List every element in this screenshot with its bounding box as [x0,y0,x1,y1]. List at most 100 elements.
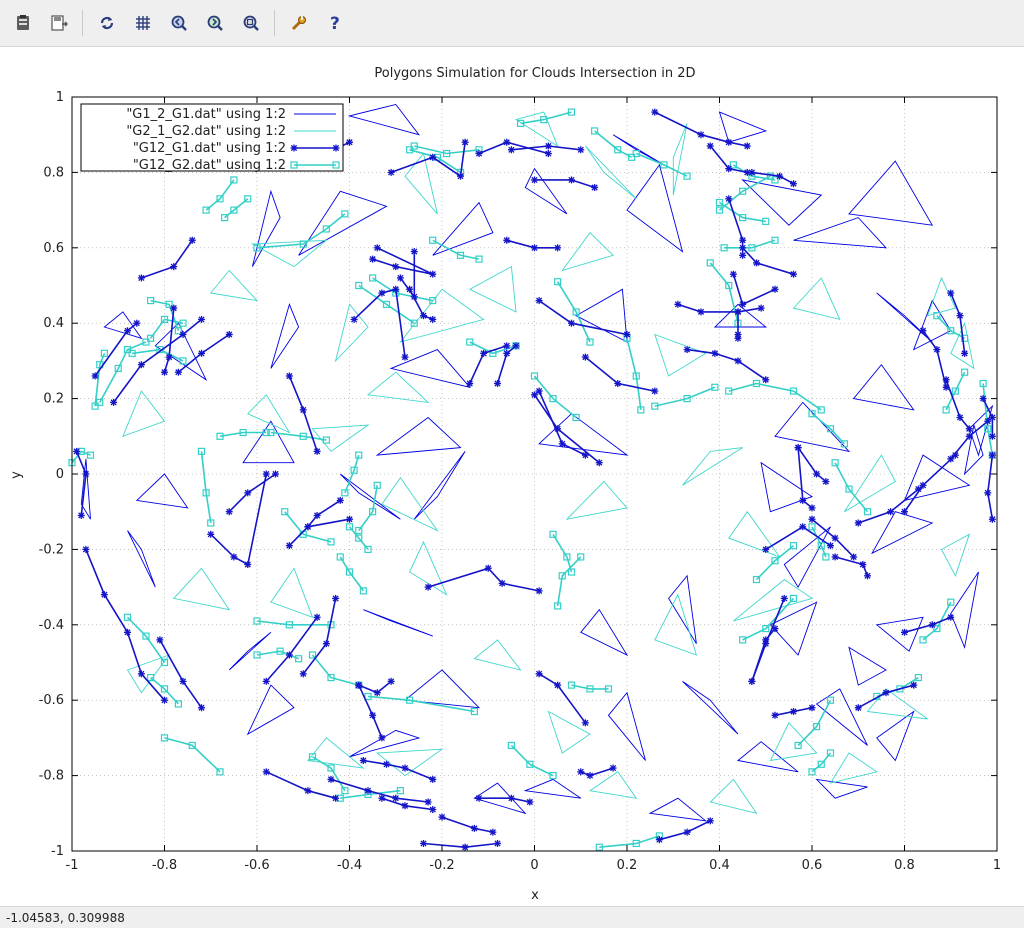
square-marker [369,508,377,516]
star-marker [420,312,427,320]
star-marker [577,768,585,776]
g12-g2-polyline [599,835,660,848]
square-marker [725,281,733,290]
y-tick-label: 0.6 [43,241,64,256]
square-marker [308,753,317,761]
g1-polygon [718,111,768,143]
g1-polygon [127,530,156,588]
square-marker [817,406,825,414]
square-marker [729,161,737,169]
square-marker [327,673,335,682]
g1-polygon [626,163,684,253]
star-marker [77,511,85,519]
chart-svg[interactable]: -1 -0.8 -0.6 -0.4 -0.2 0 0.2 0.4 0.6 0.8 1 -1 -0.8 -0… [0,47,1024,906]
square-marker [554,602,562,610]
square-marker [345,568,354,576]
star-marker [498,579,506,587]
square-marker [720,244,728,252]
star-marker [429,806,437,814]
star-marker [429,775,437,783]
square-marker [826,749,835,757]
star-marker [475,150,483,158]
square-marker [197,447,206,455]
zoom-next-icon[interactable] [202,10,228,36]
g2-polygon [672,123,688,196]
x-tick-label: -0.6 [244,858,269,873]
square-marker [558,572,566,580]
square-marker [114,364,122,373]
square-marker [789,542,798,550]
star-marker [683,828,691,836]
star-marker [392,794,400,802]
g1-polygon [736,741,799,773]
square-marker [202,489,210,497]
star-marker [655,836,663,844]
square-marker [355,281,363,290]
star-marker [984,489,992,497]
g12-g1-polyline [288,518,350,547]
star-marker [378,289,386,297]
chart-title: Polygons Simulation for Clouds Intersect… [374,66,695,81]
square-marker [147,673,155,682]
g12-g1-polyline [423,842,498,849]
g12-g2-polyline [626,338,642,411]
square-marker [840,440,848,448]
square-marker [470,707,478,716]
star-marker [776,172,784,180]
g1-polygon [103,311,143,340]
g12-g1-polyline [210,473,268,566]
star-marker [507,794,515,802]
cursor-coordinates: -1.04583, 0.309988 [6,911,125,925]
g12-g1-polyline [75,451,87,516]
g12-g2-polyline [469,341,517,355]
g12-g2-polyline [936,315,965,340]
star-marker [734,331,742,339]
g1-polygon [363,609,433,637]
export-icon[interactable] [46,10,72,36]
square-marker [526,760,534,768]
g1-polygon [349,729,421,758]
y-tick-label: -1 [51,844,64,859]
star-marker [355,681,363,689]
g2-polygon [122,390,166,438]
square-marker [267,428,275,437]
square-marker [322,225,330,233]
star-marker [526,798,534,806]
square-marker [364,545,372,553]
star-marker [373,689,381,697]
replot-icon[interactable] [94,10,120,36]
square-marker [984,425,992,433]
star-marker [225,331,233,339]
square-marker [174,327,182,335]
g1-polygon [403,669,481,709]
settings-icon[interactable] [286,10,312,36]
g12-g2-polyline [945,371,966,411]
g1-polygon [648,797,708,822]
star-marker [100,591,108,599]
star-marker [137,274,145,282]
plot-area[interactable]: -1 -0.8 -0.6 -0.4 -0.2 0 0.2 0.4 0.6 0.8 1 -1 -0.8 -0… [0,47,1024,906]
star-marker [156,636,164,644]
square-marker [554,278,562,286]
help-icon[interactable]: ? [322,10,348,36]
square-marker [586,338,594,346]
star-marker [198,349,205,357]
grid-icon[interactable] [130,10,156,36]
autoscale-icon[interactable] [238,10,264,36]
copy-clipboard-icon[interactable] [10,10,36,36]
legend-label-g1: "G1_2_G1.dat" using 1:2 [126,107,286,122]
g12-g2-polyline [150,299,180,331]
g12-g1-polyline [288,375,318,452]
star-marker [790,270,797,278]
square-marker [567,681,576,689]
g12-g1-polyline [399,251,416,300]
square-marker [359,587,367,595]
zoom-previous-icon[interactable] [166,10,192,36]
polygon-layer [68,103,996,851]
star-marker [475,794,483,802]
star-marker [364,787,372,795]
star-marker [401,353,409,361]
star-marker [387,677,395,685]
star-marker [170,304,178,312]
star-marker [790,180,797,188]
